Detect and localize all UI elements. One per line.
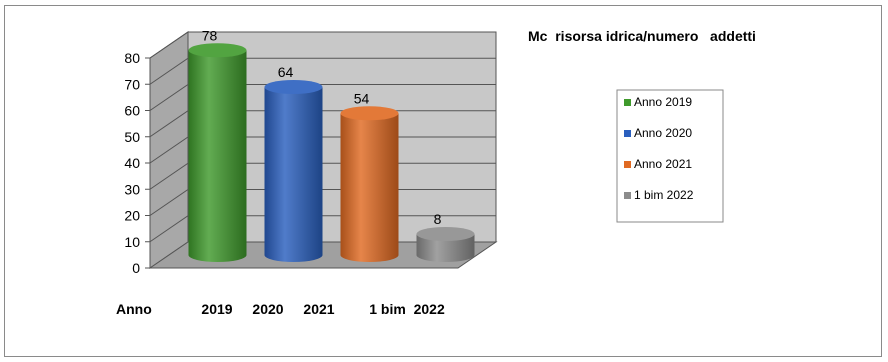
y-tick-label: 40 [124,155,140,171]
gridline [149,84,496,111]
bar-body [340,113,399,262]
legend-item: Anno 2020 [624,126,692,140]
legend-label: Anno 2021 [634,157,692,171]
data-label: 8 [434,211,442,227]
legend-label: 1 bim 2022 [634,188,694,202]
legend-label: Anno 2020 [634,126,692,140]
y-tick-label: 30 [124,181,140,197]
bar-2021 [340,106,399,262]
y-tick-label: 0 [132,260,140,276]
y-tick-label: 20 [124,208,140,224]
legend-swatch [624,99,631,106]
x-tick-label: 1 bim 2022 [369,301,445,317]
bar-body [264,87,323,262]
bar-body [188,50,247,262]
bar-2019 [188,43,247,262]
bar-top [416,227,475,241]
gridline [149,31,496,59]
y-tick-label: 60 [124,103,140,119]
x-tick-label: 2020 [252,301,283,317]
bar-1-bim-2022 [416,227,475,262]
legend-box [616,89,724,223]
data-label: 54 [354,90,370,106]
x-tick-label: 2019 [201,301,232,317]
bar-top [340,106,399,121]
data-label: 64 [278,64,294,80]
y-tick-label: 70 [124,76,140,92]
chart-title: Mc risorsa idrica/numero addetti [528,28,756,44]
chart-bars [188,43,475,262]
gridline [149,57,496,85]
legend-swatch [624,161,631,168]
legend-item: Anno 2021 [624,157,692,171]
legend-swatch [624,130,631,137]
y-tick-label: 10 [124,234,140,250]
bar-body [416,234,475,262]
bar-top [188,43,247,58]
y-tick-label: 50 [124,129,140,145]
legend: Anno 2019 Anno 2020 Anno 2021 1 bim 2022 [616,89,724,223]
legend-swatch [624,192,631,199]
data-labels: 78 64 54 8 [202,27,442,227]
legend-label: Anno 2019 [634,95,692,109]
legend-item: 1 bim 2022 [624,188,694,202]
bar-top [264,80,323,94]
bar-2020 [264,80,323,262]
x-axis-title: Anno [116,301,152,317]
y-axis-ticks: 0 10 20 30 40 50 60 70 80 [124,50,140,276]
x-axis-labels: Anno 2019 2020 2021 1 bim 2022 [116,301,445,317]
data-label: 78 [202,27,218,43]
x-tick-label: 2021 [303,301,334,317]
legend-item: Anno 2019 [624,95,692,109]
y-tick-label: 80 [124,50,140,66]
